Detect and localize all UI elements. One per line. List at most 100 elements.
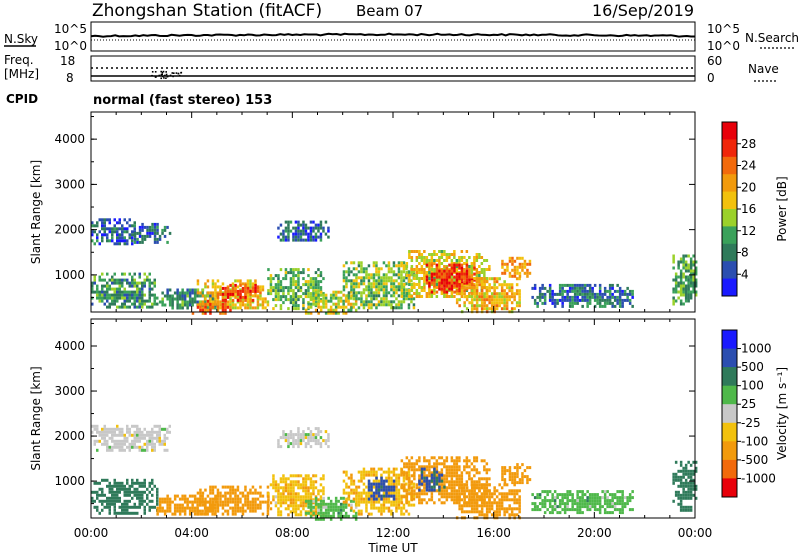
data-cell: [314, 232, 318, 236]
data-cell: [513, 466, 517, 470]
data-cell: [101, 290, 104, 294]
data-cell: [611, 286, 614, 290]
data-cell: [377, 506, 381, 510]
data-cell: [294, 439, 298, 443]
data-cell: [314, 480, 318, 484]
data-cell: [503, 301, 506, 305]
data-cell: [304, 477, 308, 481]
data-cell: [475, 298, 479, 302]
data-cell: [136, 240, 139, 244]
data-cell: [173, 497, 177, 501]
data-cell: [395, 303, 398, 307]
data-cell: [256, 286, 260, 290]
data-cell: [229, 488, 232, 492]
data-cell: [689, 481, 693, 485]
data-cell: [350, 473, 353, 477]
data-cell: [455, 271, 459, 274]
data-cell: [513, 507, 516, 511]
data-cell: [485, 292, 489, 296]
data-cell: [138, 505, 141, 509]
data-cell: [443, 275, 446, 279]
data-cell: [254, 497, 257, 501]
data-cell: [324, 508, 328, 512]
freq-point: [171, 72, 174, 74]
data-cell: [151, 430, 154, 434]
data-cell: [342, 502, 345, 506]
data-cell: [312, 489, 315, 493]
data-cell: [151, 499, 154, 503]
data-cell: [299, 229, 303, 233]
data-cell: [111, 278, 114, 282]
data-cell: [151, 293, 154, 297]
data-cell: [433, 281, 436, 285]
data-cell: [598, 304, 602, 308]
data-cell: [166, 294, 169, 298]
data-cell: [357, 485, 361, 489]
data-cell: [450, 471, 454, 475]
data-cell: [581, 499, 584, 503]
data-cell: [445, 459, 449, 463]
data-cell: [224, 485, 227, 489]
data-cell: [312, 299, 315, 303]
data-cell: [390, 279, 393, 283]
x-tick-label: 00:00: [74, 526, 109, 540]
data-cell: [249, 279, 252, 283]
data-cell: [111, 496, 114, 500]
data-cell: [450, 495, 454, 499]
data-cell: [583, 298, 587, 302]
data-cell: [468, 459, 471, 463]
data-cell: [445, 471, 449, 475]
data-cell: [613, 493, 617, 497]
data-cell: [347, 514, 350, 518]
data-cell: [412, 297, 416, 301]
data-cell: [101, 218, 104, 222]
data-cell: [412, 482, 416, 486]
data-cell: [234, 488, 237, 492]
data-cell: [591, 496, 594, 500]
data-cell: [254, 306, 257, 310]
data-cell: [518, 262, 522, 266]
data-cell: [473, 259, 476, 262]
data-cell: [453, 486, 456, 490]
data-cell: [498, 513, 501, 517]
data-cell: [126, 508, 129, 512]
colorbar-tick-label: 1000: [741, 342, 772, 356]
data-cell: [420, 265, 424, 268]
data-cell: [458, 459, 461, 463]
data-cell: [571, 505, 574, 509]
data-cell: [370, 282, 373, 286]
data-cell: [131, 278, 134, 282]
data-cell: [141, 490, 144, 494]
data-cell: [334, 505, 338, 509]
data-cell: [201, 291, 204, 295]
data-cell: [141, 222, 144, 226]
data-cell: [113, 224, 116, 228]
data-cell: [488, 268, 491, 271]
data-cell: [354, 302, 358, 306]
data-cell: [282, 292, 285, 296]
nsearch-label: N.Search: [745, 31, 799, 45]
data-cell: [473, 292, 476, 296]
data-cell: [226, 497, 230, 501]
data-cell: [508, 283, 511, 287]
data-cell: [448, 269, 451, 273]
data-cell: [101, 236, 104, 240]
data-cell: [284, 226, 288, 230]
data-cell: [423, 274, 426, 277]
data-cell: [118, 445, 121, 449]
data-cell: [294, 498, 298, 502]
data-cell: [256, 289, 260, 293]
data-cell: [561, 295, 564, 299]
data-cell: [365, 288, 368, 292]
data-cell: [146, 231, 149, 235]
data-cell: [196, 279, 200, 283]
data-cell: [141, 240, 144, 244]
data-cell: [433, 465, 436, 469]
data-cell: [292, 298, 295, 302]
data-cell: [294, 513, 298, 517]
data-cell: [216, 292, 220, 296]
data-cell: [188, 291, 192, 295]
data-cell: [563, 496, 567, 500]
data-cell: [493, 286, 496, 290]
data-cell: [453, 290, 456, 294]
